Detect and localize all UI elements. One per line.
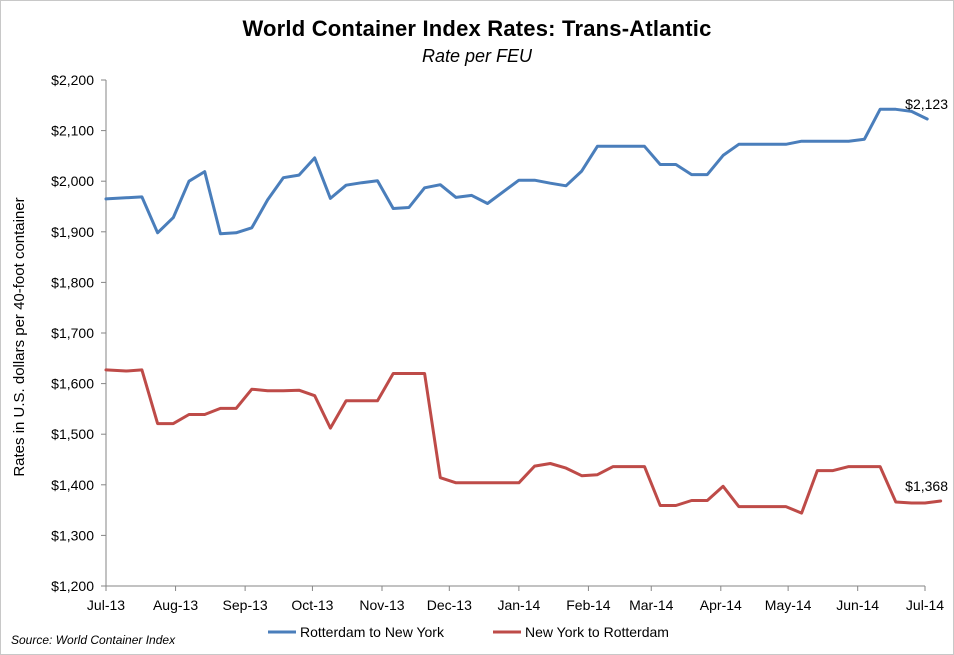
x-tick-label: Feb-14 [566, 597, 611, 613]
x-tick-label: Sep-13 [223, 597, 268, 613]
x-tick-label: Apr-14 [700, 597, 742, 613]
data-label-end: $2,123 [905, 96, 948, 112]
y-tick-label: $1,200 [51, 578, 94, 594]
y-tick-label: $2,100 [51, 123, 94, 139]
y-tick-label: $2,000 [51, 173, 94, 189]
y-tick-label: $2,200 [51, 72, 94, 88]
y-tick-label: $1,400 [51, 477, 94, 493]
x-tick-label: Jul-13 [87, 597, 125, 613]
legend-label: New York to Rotterdam [525, 624, 669, 640]
chart-title: World Container Index Rates: Trans-Atlan… [242, 16, 712, 41]
x-tick-label: Jan-14 [497, 597, 540, 613]
series-line-rotterdam-to-new-york [104, 107, 929, 236]
x-tick-label: Jun-14 [836, 597, 879, 613]
legend-label: Rotterdam to New York [300, 624, 445, 640]
series-line-new-york-to-rotterdam [104, 368, 943, 515]
source-note: Source: World Container Index [11, 633, 176, 647]
x-tick-label: Aug-13 [153, 597, 198, 613]
x-tick-label: Jul-14 [906, 597, 944, 613]
x-tick-label: May-14 [765, 597, 812, 613]
data-label-end: $1,368 [905, 478, 948, 494]
y-tick-label: $1,600 [51, 376, 94, 392]
x-tick-label: Mar-14 [629, 597, 674, 613]
x-tick-label: Nov-13 [359, 597, 404, 613]
x-tick-label: Dec-13 [427, 597, 472, 613]
x-tick-label: Oct-13 [291, 597, 333, 613]
y-tick-label: $1,700 [51, 325, 94, 341]
y-tick-label: $1,300 [51, 527, 94, 543]
chart-subtitle: Rate per FEU [421, 46, 533, 66]
y-tick-label: $1,900 [51, 224, 94, 240]
y-tick-label: $1,800 [51, 274, 94, 290]
y-tick-label: $1,500 [51, 426, 94, 442]
